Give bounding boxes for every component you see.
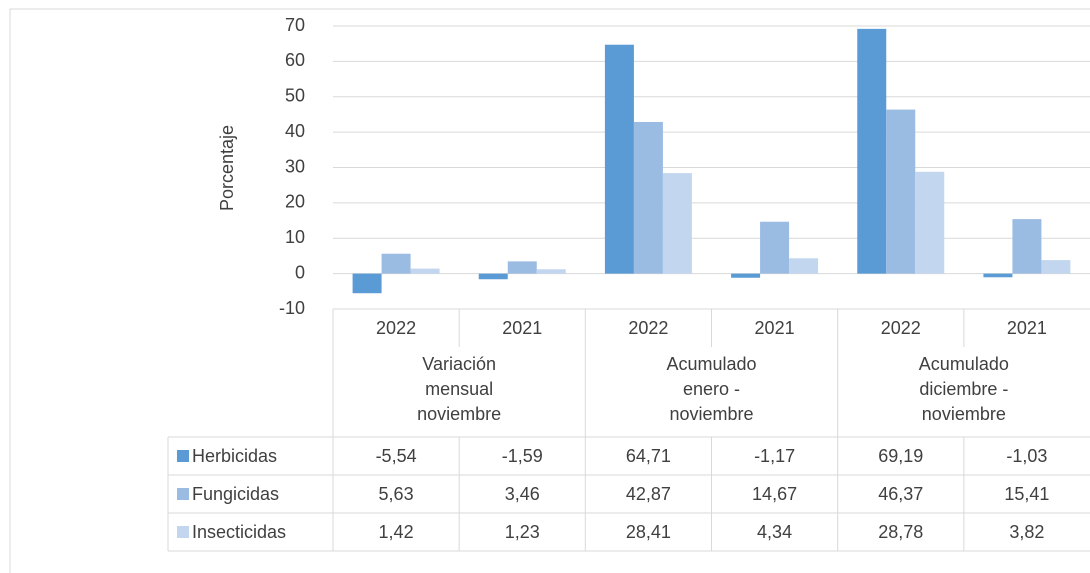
table-value: 15,41 [1004, 484, 1049, 504]
table-value: 4,34 [757, 522, 792, 542]
legend-swatch [177, 450, 189, 462]
y-tick-label: -10 [279, 298, 305, 318]
table-value: -1,03 [1006, 446, 1047, 466]
legend-label: Herbicidas [192, 446, 277, 466]
bar [760, 221, 790, 274]
bar [983, 273, 1013, 278]
bar [857, 28, 887, 274]
legend-label: Insecticidas [192, 522, 286, 542]
bar [1041, 260, 1071, 274]
table-value: 5,63 [379, 484, 414, 504]
legend-label: Fungicidas [192, 484, 279, 504]
bar [731, 273, 761, 278]
table-value: -1,17 [754, 446, 795, 466]
table-value: 3,82 [1009, 522, 1044, 542]
legend-swatch [177, 526, 189, 538]
bar [789, 258, 819, 274]
x-tick-label: 2022 [628, 318, 668, 338]
x-tick-label: 2022 [376, 318, 416, 338]
table-value: 42,87 [626, 484, 671, 504]
bar [886, 109, 916, 274]
bar [478, 273, 508, 280]
table-value: 28,78 [878, 522, 923, 542]
bar [381, 253, 411, 274]
bar [915, 171, 945, 274]
y-tick-label: 0 [295, 262, 305, 282]
x-tick-label: 2021 [502, 318, 542, 338]
x-tick-label: 2021 [1007, 318, 1047, 338]
bar [536, 269, 566, 274]
bar [1012, 219, 1042, 274]
bar [633, 121, 663, 274]
bar [410, 268, 440, 274]
y-tick-label: 30 [285, 156, 305, 176]
bar [662, 173, 692, 274]
y-axis-label: Porcentaje [217, 125, 237, 211]
y-tick-label: 70 [285, 15, 305, 35]
category-group-label: Variación mensual noviembre [417, 354, 502, 424]
y-tick-label: 40 [285, 121, 305, 141]
category-group-label: Acumulado enero - noviembre [666, 354, 757, 424]
table-value: -5,54 [376, 446, 417, 466]
y-tick-label: 10 [285, 227, 305, 247]
y-tick-label: 60 [285, 50, 305, 70]
table-value: 1,23 [505, 522, 540, 542]
table-value: 3,46 [505, 484, 540, 504]
bar [604, 44, 634, 274]
table-value: 64,71 [626, 446, 671, 466]
bar [352, 273, 382, 294]
category-group-label: Acumulado diciembre - noviembre [918, 354, 1009, 424]
y-tick-label: 20 [285, 192, 305, 212]
legend-swatch [177, 488, 189, 500]
x-tick-label: 2022 [881, 318, 921, 338]
table-value: 46,37 [878, 484, 923, 504]
table-value: 1,42 [379, 522, 414, 542]
table-value: 69,19 [878, 446, 923, 466]
table-value: 14,67 [752, 484, 797, 504]
bar [507, 261, 537, 274]
table-value: -1,59 [502, 446, 543, 466]
y-tick-label: 50 [285, 86, 305, 106]
table-value: 28,41 [626, 522, 671, 542]
x-tick-label: 2021 [755, 318, 795, 338]
